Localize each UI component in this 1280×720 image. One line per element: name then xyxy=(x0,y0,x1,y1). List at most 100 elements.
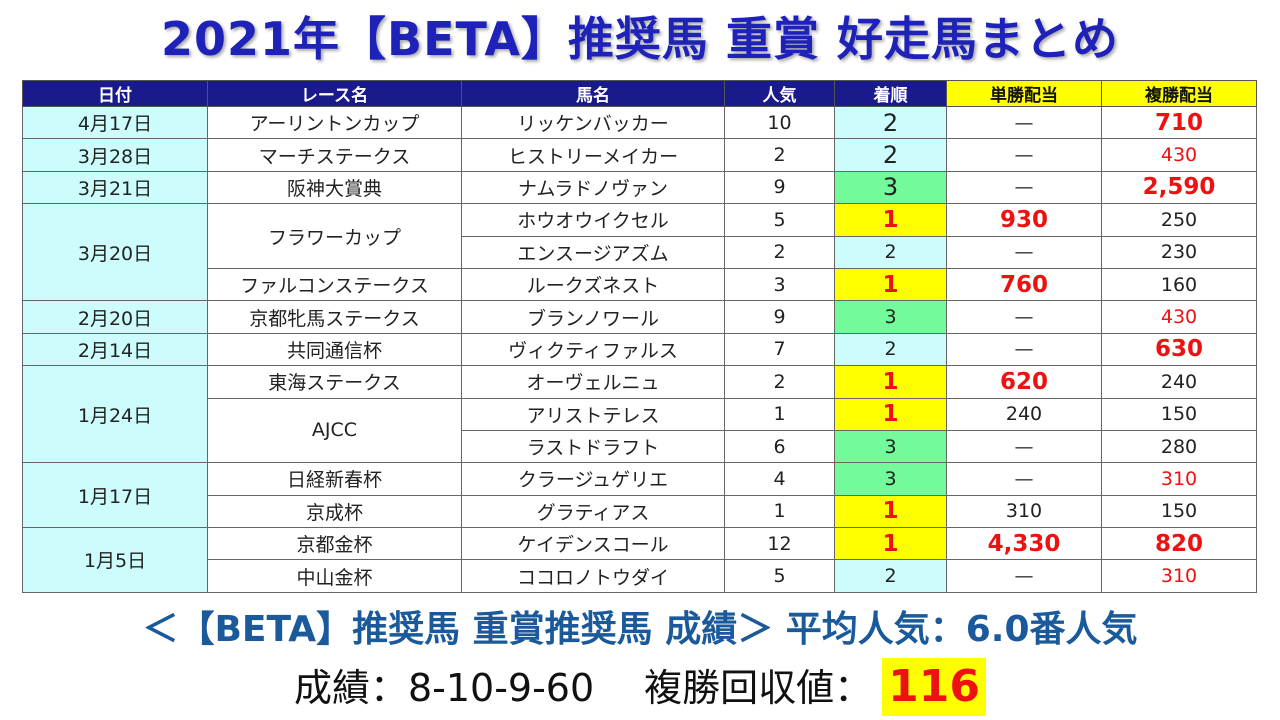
race-cell: 京成杯 xyxy=(207,494,462,529)
place-payout-cell: 150 xyxy=(1101,397,1257,431)
win-payout-cell: — xyxy=(946,170,1102,205)
win-payout-cell: — xyxy=(946,105,1102,140)
race-cell: フラワーカップ xyxy=(207,203,462,269)
horse-cell: グラティアス xyxy=(461,494,725,529)
win-payout-cell: — xyxy=(946,235,1102,269)
page-title: 2021年【BETA】推奨馬 重賞 好走馬まとめ xyxy=(161,12,1119,66)
table-row: エンスージアズム 2 2 — 230 xyxy=(23,235,1257,269)
race-cell: 東海ステークス xyxy=(207,365,462,399)
race-cell: 日経新春杯 xyxy=(207,462,462,496)
results-table: 日付 レース名 馬名 人気 着順 単勝配当 複勝配当 4月17日 アーリントンカ… xyxy=(22,80,1257,593)
horse-cell: エンスージアズム xyxy=(461,235,725,269)
race-cell: 共同通信杯 xyxy=(207,332,462,367)
table-row: 3月20日 フラワーカップ ホウオウイクセル 5 1 930 250 xyxy=(22,203,1257,302)
popularity-cell: 4 xyxy=(724,462,835,496)
popularity-cell: 9 xyxy=(724,300,835,334)
horse-cell: オーヴェルニュ xyxy=(461,365,725,399)
popularity-cell: 3 xyxy=(724,267,835,302)
win-payout-cell: 760 xyxy=(946,267,1102,302)
place-payout-cell: 240 xyxy=(1101,365,1257,399)
popularity-cell: 5 xyxy=(724,559,835,593)
table-row: 4月17日 アーリントンカップ リッケンバッカー 10 2 — 710 xyxy=(22,105,1257,140)
horse-cell: ココロノトウダイ xyxy=(461,559,725,593)
win-payout-cell: 4,330 xyxy=(946,527,1102,561)
table-row: 1月24日 東海ステークス オーヴェルニュ 2 1 620 240 xyxy=(22,365,1257,464)
rank-cell: 3 xyxy=(834,300,947,334)
date-cell: 1月17日 xyxy=(22,462,208,529)
summary-results: 成績：8-10-9-60 複勝回収値： 116 xyxy=(0,656,1280,720)
popularity-cell: 2 xyxy=(724,235,835,269)
record-text: 成績：8-10-9-60 xyxy=(293,666,595,710)
rank-cell: 1 xyxy=(834,203,947,237)
place-payout-cell: 160 xyxy=(1101,267,1257,302)
header-race: レース名 xyxy=(207,80,462,107)
header-date: 日付 xyxy=(22,80,208,107)
date-cell: 2月20日 xyxy=(22,300,208,334)
rank-cell: 2 xyxy=(834,235,947,269)
race-cell: 京都牝馬ステークス xyxy=(207,300,462,334)
rank-cell: 1 xyxy=(834,527,947,561)
race-cell: 阪神大賞典 xyxy=(207,170,462,205)
table-row: 1月17日 日経新春杯 クラージュゲリエ 4 3 — 310 xyxy=(22,462,1257,529)
win-payout-cell: 310 xyxy=(946,494,1102,529)
place-payout-cell: 430 xyxy=(1101,138,1257,172)
place-payout-cell: 280 xyxy=(1101,429,1257,464)
header-rank: 着順 xyxy=(834,80,947,107)
popularity-cell: 12 xyxy=(724,527,835,561)
win-payout-cell: — xyxy=(946,332,1102,367)
header-popularity: 人気 xyxy=(724,80,835,107)
horse-cell: ルークズネスト xyxy=(461,267,725,302)
table-row: 3月28日 マーチステークス ヒストリーメイカー 2 2 — 430 xyxy=(22,138,1257,172)
date-cell: 1月5日 xyxy=(22,527,208,593)
place-payout-cell: 820 xyxy=(1101,527,1257,561)
win-payout-cell: — xyxy=(946,462,1102,496)
rank-cell: 2 xyxy=(834,138,947,172)
race-cell: ファルコンステークス xyxy=(207,267,462,302)
table-header-row: 日付 レース名 馬名 人気 着順 単勝配当 複勝配当 xyxy=(22,80,1257,107)
win-payout-cell: — xyxy=(946,429,1102,464)
table-row: 2月14日 共同通信杯 ヴィクティファルス 7 2 — 630 xyxy=(22,332,1257,367)
header-win-payout: 単勝配当 xyxy=(946,80,1102,107)
place-payout-cell: 230 xyxy=(1101,235,1257,269)
popularity-cell: 10 xyxy=(724,105,835,140)
win-payout-cell: 930 xyxy=(946,203,1102,237)
return-label: 複勝回収値： xyxy=(644,666,873,710)
win-payout-cell: — xyxy=(946,300,1102,334)
date-cell: 1月24日 xyxy=(22,365,208,464)
popularity-cell: 2 xyxy=(724,365,835,399)
date-cell: 3月21日 xyxy=(22,170,208,205)
race-cell: 中山金杯 xyxy=(207,559,462,593)
win-payout-cell: 240 xyxy=(946,397,1102,431)
date-cell: 3月20日 xyxy=(22,203,208,302)
place-payout-cell: 310 xyxy=(1101,559,1257,593)
popularity-cell: 6 xyxy=(724,429,835,464)
date-cell: 2月14日 xyxy=(22,332,208,367)
horse-cell: ホウオウイクセル xyxy=(461,203,725,237)
rank-cell: 1 xyxy=(834,494,947,529)
popularity-cell: 1 xyxy=(724,494,835,529)
rank-cell: 1 xyxy=(834,397,947,431)
summary-heading: ＜【BETA】推奨馬 重賞推奨馬 成績＞ 平均人気：6.0番人気 xyxy=(142,609,1138,650)
table-row: 3月21日 阪神大賞典 ナムラドノヴァン 9 3 — 2,590 xyxy=(22,170,1257,205)
table-row: 2月20日 京都牝馬ステークス ブランノワール 9 3 — 430 xyxy=(22,300,1257,334)
date-cell: 4月17日 xyxy=(22,105,208,140)
table-row: 中山金杯 ココロノトウダイ 5 2 — 310 xyxy=(23,559,1257,593)
header-horse: 馬名 xyxy=(461,80,725,107)
horse-cell: アリストテレス xyxy=(461,397,725,431)
win-payout-cell: — xyxy=(946,559,1102,593)
place-payout-cell: 250 xyxy=(1101,203,1257,237)
place-payout-cell: 2,590 xyxy=(1101,170,1257,205)
rank-cell: 2 xyxy=(834,105,947,140)
popularity-cell: 2 xyxy=(724,138,835,172)
place-payout-cell: 710 xyxy=(1101,105,1257,140)
horse-cell: ブランノワール xyxy=(461,300,725,334)
table-row: ファルコンステークス ルークズネスト 3 1 760 160 xyxy=(23,267,1257,302)
place-payout-cell: 430 xyxy=(1101,300,1257,334)
race-cell: AJCC xyxy=(207,397,462,464)
horse-cell: クラージュゲリエ xyxy=(461,462,725,496)
rank-cell: 3 xyxy=(834,429,947,464)
horse-cell: ヴィクティファルス xyxy=(461,332,725,367)
race-cell: 京都金杯 xyxy=(207,527,462,561)
table-row: 京成杯 グラティアス 1 1 310 150 xyxy=(23,494,1257,529)
popularity-cell: 1 xyxy=(724,397,835,431)
